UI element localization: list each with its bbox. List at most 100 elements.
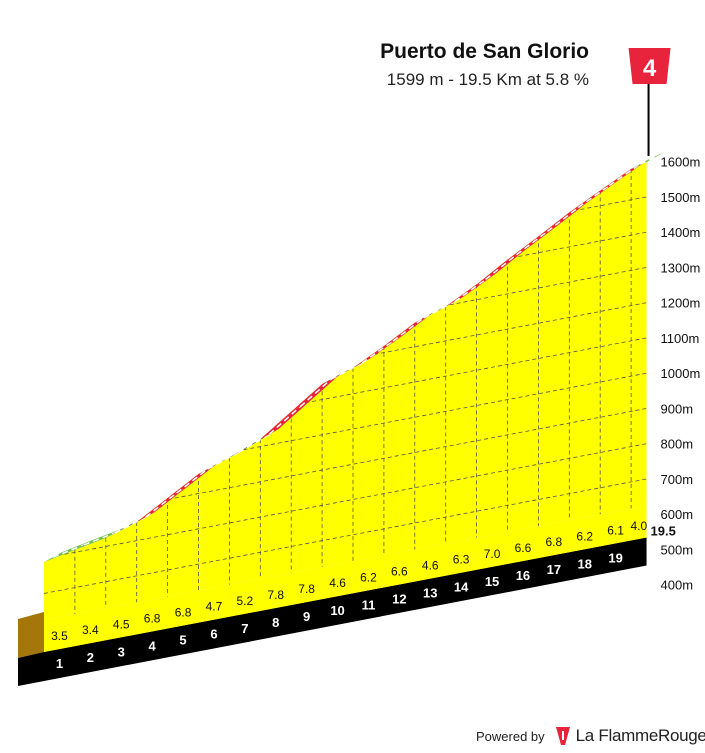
footer: Powered by La FlammeRouge <box>476 724 705 748</box>
gradient-label: 3.5 <box>51 629 68 643</box>
gradient-label: 6.8 <box>175 606 192 620</box>
band-center-dash <box>577 184 610 209</box>
band-center-dash <box>238 433 270 454</box>
band-center-dash <box>423 300 456 319</box>
grid-line <box>44 478 647 594</box>
gradient-label: 7.8 <box>267 588 284 602</box>
y-tick-label: 1000m <box>661 366 701 381</box>
km-label: 11 <box>362 597 376 612</box>
km-label: 8 <box>272 615 279 630</box>
km-label: 3 <box>118 644 125 659</box>
y-tick-label: 800m <box>661 437 694 452</box>
band-center-dash <box>330 362 363 380</box>
km-label: 13 <box>423 586 437 601</box>
y-tick-label: 1400m <box>661 225 701 240</box>
band-center-dash <box>608 163 641 187</box>
km-label: 4 <box>149 638 157 653</box>
y-tick-label: 500m <box>661 542 694 557</box>
flamme-rouge-logo-icon <box>555 727 570 745</box>
km-label: 19 <box>608 550 622 565</box>
gradient-label: 4.0 <box>630 519 647 533</box>
gradient-label: 6.2 <box>576 529 593 543</box>
km-label: 2 <box>87 650 94 665</box>
y-tick-label: 400m <box>661 578 694 593</box>
km-label: 9 <box>303 609 310 624</box>
gradient-label: 6.3 <box>453 553 470 567</box>
km-label: 15 <box>485 574 499 589</box>
base-side <box>18 612 44 658</box>
grid-line <box>44 231 647 348</box>
gradient-label: 6.1 <box>607 523 624 537</box>
gradient-band <box>476 249 526 285</box>
band-center-dash <box>207 451 239 470</box>
y-tick-label: 700m <box>661 472 694 487</box>
grid-line <box>44 372 647 489</box>
band-center-dash <box>639 156 656 165</box>
grid-line <box>44 302 647 418</box>
band-center-dash <box>268 406 301 435</box>
gradient-label: 6.6 <box>515 541 532 555</box>
end-distance-label: 19.5 <box>651 524 676 539</box>
gradient-band <box>631 152 665 170</box>
category-label: 4 <box>643 55 657 82</box>
category-flag: 4 <box>628 48 671 156</box>
gradient-band <box>167 464 217 499</box>
gradient-label: 7.8 <box>298 582 315 596</box>
gradient-label: 6.8 <box>144 611 161 625</box>
km-label: 14 <box>454 580 469 595</box>
flag-body <box>628 48 671 84</box>
band-center-dash <box>516 230 548 256</box>
band-center-dash <box>299 378 332 408</box>
gradient-label: 4.5 <box>113 617 130 631</box>
km-label: 1 <box>56 656 63 671</box>
y-tick-label: 1300m <box>661 260 701 275</box>
band-center-dash <box>145 492 178 518</box>
band-center-dash <box>361 340 394 364</box>
km-label: 6 <box>210 627 217 642</box>
band-center-dash <box>485 254 517 280</box>
km-label: 18 <box>578 556 592 571</box>
km-label: 17 <box>547 562 561 577</box>
profile-area <box>44 162 647 620</box>
gradient-label: 4.7 <box>206 600 223 614</box>
y-tick-label: 1200m <box>661 296 701 311</box>
grid-line <box>44 337 647 453</box>
band-center-dash <box>114 516 147 534</box>
km-label: 16 <box>516 568 530 583</box>
y-axis-labels: 400m 500m 600m 700m 800m 900m 1000m 1100m 1200m 1… <box>661 155 701 593</box>
band-center-dash <box>52 544 85 558</box>
gradient-label: 4.6 <box>329 576 346 590</box>
y-tick-label: 1600m <box>661 155 701 170</box>
profile-fill <box>44 162 647 620</box>
brand-name: La FlammeRouge <box>575 726 705 745</box>
profile-base <box>18 505 647 686</box>
gradient-label: 6.2 <box>360 570 377 584</box>
band-center-dash <box>392 317 425 342</box>
climb-title: Puerto de San Glorio <box>380 40 589 63</box>
gradient-label: 4.6 <box>422 559 439 573</box>
km-strip <box>18 537 647 686</box>
km-label: 10 <box>330 603 344 618</box>
gradient-label: 3.4 <box>82 623 99 637</box>
gradient-label: 7.0 <box>484 547 501 561</box>
grid-line <box>44 408 647 524</box>
gradient-labels: 3.5 3.4 4.5 6.8 6.8 4.7 5.2 7.8 7.8 4.6 6.2 6.6 4.6 6… <box>51 519 647 643</box>
gradient-label: 5.2 <box>237 594 254 608</box>
y-tick-label: 900m <box>661 401 694 416</box>
gradient-label: 6.8 <box>546 535 563 549</box>
powered-by-text: Powered by <box>476 728 545 744</box>
km-label: 5 <box>179 633 186 648</box>
grid-line <box>44 443 647 559</box>
band-center-dash <box>83 532 116 546</box>
band-center-dash <box>454 278 487 303</box>
km-label: 7 <box>241 621 248 636</box>
gradient-label: 6.6 <box>391 564 408 578</box>
band-center-dash <box>546 206 579 233</box>
km-label: 12 <box>392 591 406 606</box>
y-tick-label: 600m <box>661 507 694 522</box>
gradient-band <box>136 488 186 522</box>
y-tick-label: 1500m <box>661 190 701 205</box>
band-center-dash <box>176 468 208 494</box>
